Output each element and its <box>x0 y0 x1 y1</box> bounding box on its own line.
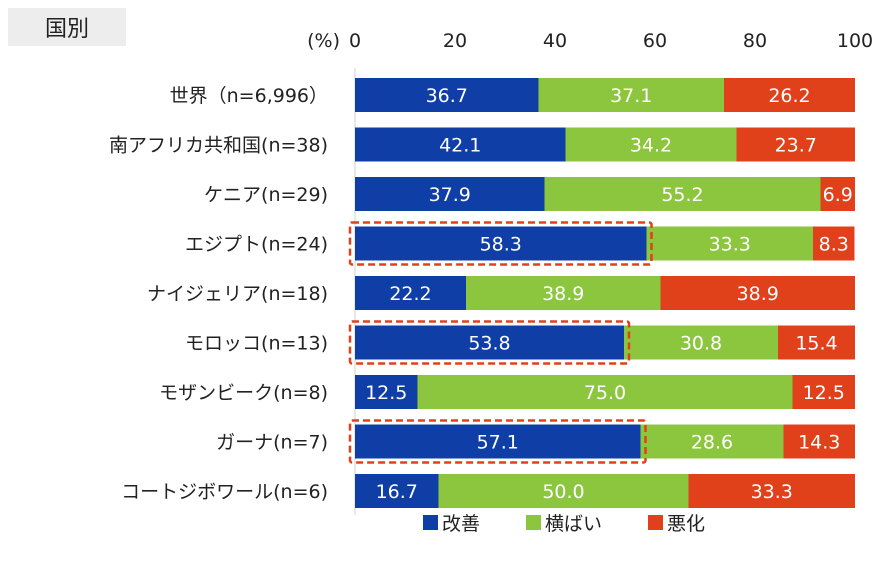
category-label: モザンビーク(n=8) <box>159 382 328 404</box>
bar-segment-akka <box>813 226 855 261</box>
data-label-akka: 8.3 <box>819 234 849 256</box>
data-label-yokobai: 30.8 <box>680 333 722 355</box>
bar-segment-yokobai <box>417 375 793 409</box>
bar-segment-akka <box>820 177 855 211</box>
bar-segment-akka <box>688 474 855 508</box>
highlight-box <box>348 221 653 266</box>
data-label-kaizen: 12.5 <box>365 382 407 404</box>
x-tick-label: 40 <box>543 30 567 52</box>
category-label: ナイジェリア(n=18) <box>147 283 328 305</box>
bar-segment-yokobai <box>466 276 661 310</box>
bar-segment-akka <box>778 325 855 360</box>
data-label-kaizen: 53.8 <box>468 333 510 355</box>
category-label: ガーナ(n=7) <box>216 432 328 454</box>
bar-segment-yokobai <box>565 127 737 162</box>
bar-segment-kaizen <box>355 325 624 360</box>
category-label: 南アフリカ共和国(n=38) <box>109 135 328 157</box>
x-tick-label: 100 <box>837 30 873 52</box>
data-label-kaizen: 57.1 <box>477 432 519 454</box>
legend-item-akka: 悪化 <box>648 509 705 536</box>
data-label-yokobai: 37.1 <box>610 85 652 107</box>
bar-segment-kaizen <box>355 177 545 211</box>
bar-segment-akka <box>660 276 855 310</box>
data-label-yokobai: 33.3 <box>709 234 751 256</box>
data-label-kaizen: 42.1 <box>439 135 481 157</box>
bar-segment-kaizen <box>355 276 466 310</box>
category-label: ケニア(n=29) <box>204 184 328 206</box>
bar-segment-yokobai <box>538 78 724 112</box>
x-tick-label: 0 <box>349 30 361 52</box>
data-label-akka: 15.4 <box>795 333 837 355</box>
highlight-box <box>348 320 631 365</box>
filter-tag: 国別 <box>8 8 126 46</box>
legend-label-akka: 悪化 <box>667 513 706 535</box>
data-label-yokobai: 38.9 <box>542 283 584 305</box>
data-label-kaizen: 36.7 <box>426 85 468 107</box>
x-tick-label: 60 <box>643 30 667 52</box>
data-label-akka: 23.7 <box>775 135 817 157</box>
legend-swatch-kaizen <box>423 515 438 530</box>
data-label-yokobai: 55.2 <box>661 184 703 206</box>
data-label-yokobai: 28.6 <box>691 432 733 454</box>
data-label-yokobai: 34.2 <box>630 135 672 157</box>
bar-segment-akka <box>724 78 855 112</box>
x-tick-label: 20 <box>443 30 467 52</box>
legend-item-yokobai: 横ばい <box>526 509 602 536</box>
category-label: エジプト(n=24) <box>185 234 328 256</box>
legend: 改善 横ばい 悪化 <box>423 509 705 536</box>
filter-tag-label: 国別 <box>44 17 89 42</box>
bar-segment-yokobai <box>438 474 689 508</box>
data-label-kaizen: 58.3 <box>480 234 522 256</box>
data-label-yokobai: 75.0 <box>584 382 626 404</box>
bar-segment-yokobai <box>646 226 813 261</box>
legend-swatch-akka <box>648 515 664 530</box>
bar-segment-kaizen <box>355 474 439 508</box>
data-label-kaizen: 37.9 <box>429 184 471 206</box>
bar-segment-yokobai <box>544 177 821 211</box>
x-tick-label: 80 <box>743 30 767 52</box>
data-label-akka: 26.2 <box>768 85 810 107</box>
legend-label-yokobai: 横ばい <box>545 513 603 535</box>
data-label-akka: 38.9 <box>737 283 779 305</box>
data-label-kaizen: 16.7 <box>376 481 418 503</box>
highlight-box <box>348 419 647 464</box>
bar-segment-yokobai <box>640 424 784 459</box>
legend-swatch-yokobai <box>526 515 542 530</box>
data-label-akka: 14.3 <box>798 432 840 454</box>
data-label-yokobai: 50.0 <box>542 481 584 503</box>
bar-segment-akka <box>792 375 855 409</box>
bar-segment-akka <box>783 424 855 459</box>
bar-segment-kaizen <box>355 127 566 162</box>
bar-segment-kaizen <box>355 424 641 459</box>
category-label: モロッコ(n=13) <box>185 333 328 355</box>
legend-label-kaizen: 改善 <box>442 513 481 535</box>
category-label: コートジボワール(n=6) <box>121 481 328 503</box>
data-label-akka: 33.3 <box>751 481 793 503</box>
x-axis-unit-label: (%) <box>307 30 340 52</box>
data-label-akka: 12.5 <box>803 382 845 404</box>
legend-item-kaizen: 改善 <box>423 509 480 536</box>
data-label-akka: 6.9 <box>823 184 853 206</box>
category-label: 世界（n=6,996） <box>170 85 328 107</box>
bar-segment-kaizen <box>355 375 418 409</box>
bar-segment-kaizen <box>355 226 647 261</box>
data-label-kaizen: 22.2 <box>389 283 431 305</box>
bar-segment-yokobai <box>624 325 778 360</box>
bar-segment-akka <box>736 127 855 162</box>
bar-segment-kaizen <box>355 78 539 112</box>
